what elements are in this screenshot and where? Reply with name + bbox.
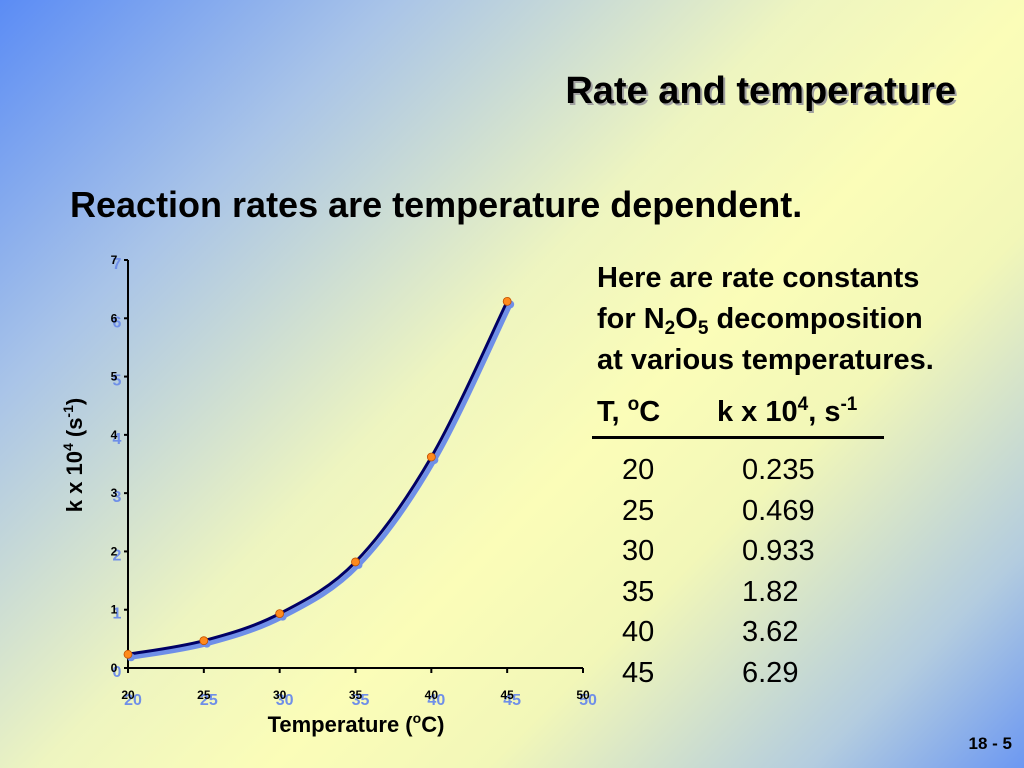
description-line-1: Here are rate constants [597, 262, 920, 294]
slide-title: Rate and temperature [565, 70, 956, 112]
y-tick-label: 2 [111, 544, 118, 558]
data-point [199, 636, 209, 646]
cell-temperature: 45 [622, 656, 655, 689]
data-point [351, 557, 360, 567]
data-point [275, 609, 285, 619]
cell-rate-constant: 0.235 [742, 454, 815, 486]
description-text: Here are rate constants for N2O5 decompo… [597, 258, 934, 381]
y-tick-label: 4 [111, 428, 118, 442]
x-tick-label: 50 [576, 688, 590, 702]
x-tick-label: 40 [425, 688, 439, 702]
x-tick-label: 20 [121, 688, 135, 702]
cell-temperature: 20 [622, 454, 655, 486]
cell-temperature: 40 [622, 616, 655, 649]
cell-rate-constant: 0.933 [742, 535, 815, 568]
cell-temperature: 25 [622, 494, 655, 527]
x-tick-label-shadow: 25 [200, 692, 218, 709]
cell-rate-constant: 0.469 [742, 494, 815, 527]
y-tick-label-shadow: 7 [113, 256, 122, 273]
y-tick-label: 5 [111, 370, 118, 384]
slide-subtitle: Reaction rates are temperature dependent… [70, 184, 803, 225]
x-tick-label-shadow: 30 [276, 692, 294, 709]
x-tick-label-shadow: 40 [427, 692, 445, 709]
cell-rate-constant: 6.29 [742, 656, 799, 689]
x-tick-label-shadow: 35 [352, 692, 370, 709]
y-tick-label: 7 [111, 253, 118, 267]
cell-temperature: 35 [622, 575, 655, 608]
cell-rate-constant: 3.62 [742, 616, 799, 649]
y-tick-label: 0 [111, 661, 118, 675]
col-header-temperature: T, oC [597, 394, 661, 428]
y-tick-label: 3 [111, 486, 118, 500]
y-tick-label-shadow: 0 [113, 664, 122, 681]
x-tick-label-shadow: 20 [124, 692, 142, 709]
description-line-2: for N2O5 decomposition [597, 303, 923, 339]
y-tick-label-shadow: 6 [113, 314, 122, 331]
data-point [502, 296, 512, 306]
cell-temperature: 30 [622, 535, 655, 568]
table-divider [592, 436, 884, 439]
data-point [123, 649, 133, 659]
series-line-shadow [128, 301, 513, 660]
x-tick-label: 25 [197, 688, 211, 702]
y-tick-label-shadow: 4 [113, 431, 122, 448]
x-tick-label: 45 [500, 688, 514, 702]
x-tick-label-shadow: 50 [579, 692, 597, 709]
x-tick-label: 30 [273, 688, 287, 702]
table-header: T, oC k x 104, s-1 [597, 394, 857, 429]
data-point [426, 452, 436, 462]
description-line-3: at various temperatures. [597, 344, 934, 376]
cell-rate-constant: 1.82 [742, 575, 799, 608]
y-tick-label-shadow: 2 [113, 547, 122, 564]
y-tick-label-shadow: 1 [113, 606, 122, 623]
y-axis-label: k x 104 (s-1) [60, 398, 87, 512]
y-tick-label: 1 [111, 603, 118, 617]
y-tick-label-shadow: 5 [113, 373, 122, 390]
x-tick-label: 35 [349, 688, 363, 702]
y-tick-label: 6 [111, 311, 118, 325]
y-tick-label-shadow: 3 [113, 489, 122, 506]
col-header-rate-constant: k x 104, s-1 [717, 394, 858, 428]
x-axis-label: Temperature (oC) [268, 710, 445, 737]
series-line [126, 299, 509, 656]
page-number: 18 - 5 [968, 734, 1012, 753]
x-tick-label-shadow: 45 [503, 692, 521, 709]
